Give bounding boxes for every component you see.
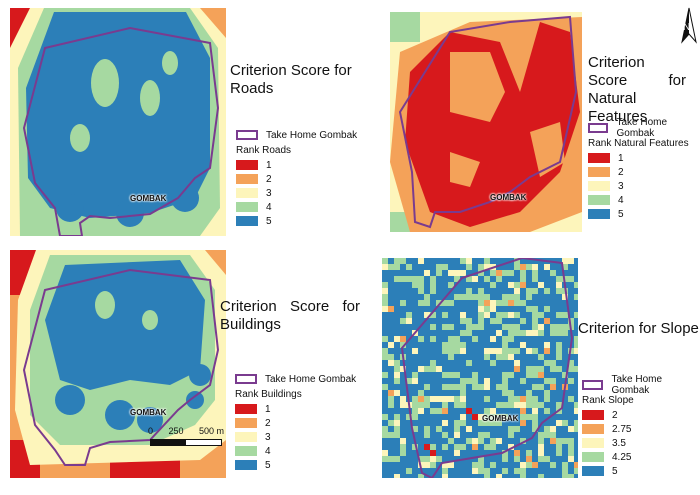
legend-class-label: 1	[266, 159, 272, 171]
panel-title-buildings: Criterion Score for Buildings	[220, 298, 360, 333]
boundary-swatch	[236, 130, 258, 140]
legend-title: Rank Natural Features	[588, 138, 689, 149]
legend-title: Rank Buildings	[235, 389, 302, 400]
legend-class-label: 2	[612, 409, 618, 421]
legend-class-label: 3	[265, 431, 271, 443]
class-swatch	[582, 438, 604, 448]
panel-title-natural-features: Criterion Score for Natural Features	[588, 54, 686, 125]
legend-class-label: 2.75	[612, 423, 632, 435]
legend-class-label: 3.5	[612, 437, 626, 449]
class-swatch	[235, 432, 257, 442]
scale-label: 0	[148, 426, 154, 436]
legend-boundary-label: Take Home Gombak	[266, 129, 358, 141]
panel-title-roads: Criterion Score for Roads	[230, 62, 352, 97]
class-swatch	[588, 181, 610, 191]
class-swatch	[588, 209, 610, 219]
legend-class-label: 3	[266, 187, 272, 199]
legend-slope: Take Home Gombak Rank Slope 2 2.75 3.5 4…	[582, 374, 700, 478]
legend-class-label: 4	[618, 194, 624, 206]
panel-title-slope: Criterion for Slope	[578, 320, 699, 337]
legend-boundary-label: Take Home Gombak	[265, 373, 357, 385]
class-swatch	[236, 188, 258, 198]
north-letter: N	[683, 22, 691, 33]
class-swatch	[588, 153, 610, 163]
class-swatch	[588, 167, 610, 177]
map-slope: GOMBAK	[382, 258, 578, 478]
legend-class-label: 3	[618, 180, 624, 192]
class-swatch	[582, 410, 604, 420]
boundary-swatch	[588, 123, 609, 133]
class-swatch	[582, 424, 604, 434]
class-swatch	[235, 404, 257, 414]
class-swatch	[235, 418, 257, 428]
legend-title: Rank Slope	[582, 395, 634, 406]
map-natural-features: GOMBAK	[390, 12, 582, 232]
legend-buildings: Take Home Gombak Rank Buildings 1 2 3 4 …	[235, 372, 356, 472]
legend-boundary-label: Take Home Gombak	[616, 117, 668, 139]
legend-title: Rank Roads	[236, 145, 292, 156]
legend-class-label: 5	[266, 215, 272, 227]
legend-class-label: 5	[612, 465, 618, 477]
legend-roads: Take Home Gombak Rank Roads 1 2 3 4 5	[236, 128, 357, 228]
legend-natural-features: Take Home Gombak Rank Natural Features 1…	[588, 117, 700, 221]
boundary-swatch	[235, 374, 257, 384]
legend-class-label: 2	[265, 417, 271, 429]
class-swatch	[236, 216, 258, 226]
class-swatch	[235, 460, 257, 470]
class-swatch	[582, 466, 604, 476]
legend-class-label: 5	[618, 208, 624, 220]
legend-class-label: 4.25	[612, 451, 632, 463]
class-swatch	[582, 452, 604, 462]
scale-label: 500 m	[198, 426, 224, 436]
legend-class-label: 2	[618, 166, 624, 178]
north-arrow-icon: N	[680, 6, 698, 46]
class-swatch	[235, 446, 257, 456]
class-swatch	[236, 202, 258, 212]
legend-class-label: 2	[266, 173, 272, 185]
place-label-gombak: GOMBAK	[482, 414, 519, 423]
map-roads: GOMBAK	[10, 8, 226, 236]
class-swatch	[236, 174, 258, 184]
class-swatch	[588, 195, 610, 205]
scale-bar: 0 250 500 m	[148, 426, 224, 450]
map-buildings: GOMBAK 0 250 500 m	[10, 250, 226, 478]
legend-class-label: 4	[265, 445, 271, 457]
place-label-gombak: GOMBAK	[130, 408, 167, 417]
legend-boundary-label: Take Home Gombak	[611, 374, 663, 396]
boundary-swatch	[582, 380, 604, 390]
scale-label: 250	[168, 426, 184, 436]
class-swatch	[236, 160, 258, 170]
legend-class-label: 1	[618, 152, 624, 164]
place-label-gombak: GOMBAK	[130, 194, 167, 203]
place-label-gombak: GOMBAK	[490, 193, 527, 202]
legend-class-label: 1	[265, 403, 271, 415]
legend-class-label: 4	[266, 201, 272, 213]
legend-class-label: 5	[265, 459, 271, 471]
